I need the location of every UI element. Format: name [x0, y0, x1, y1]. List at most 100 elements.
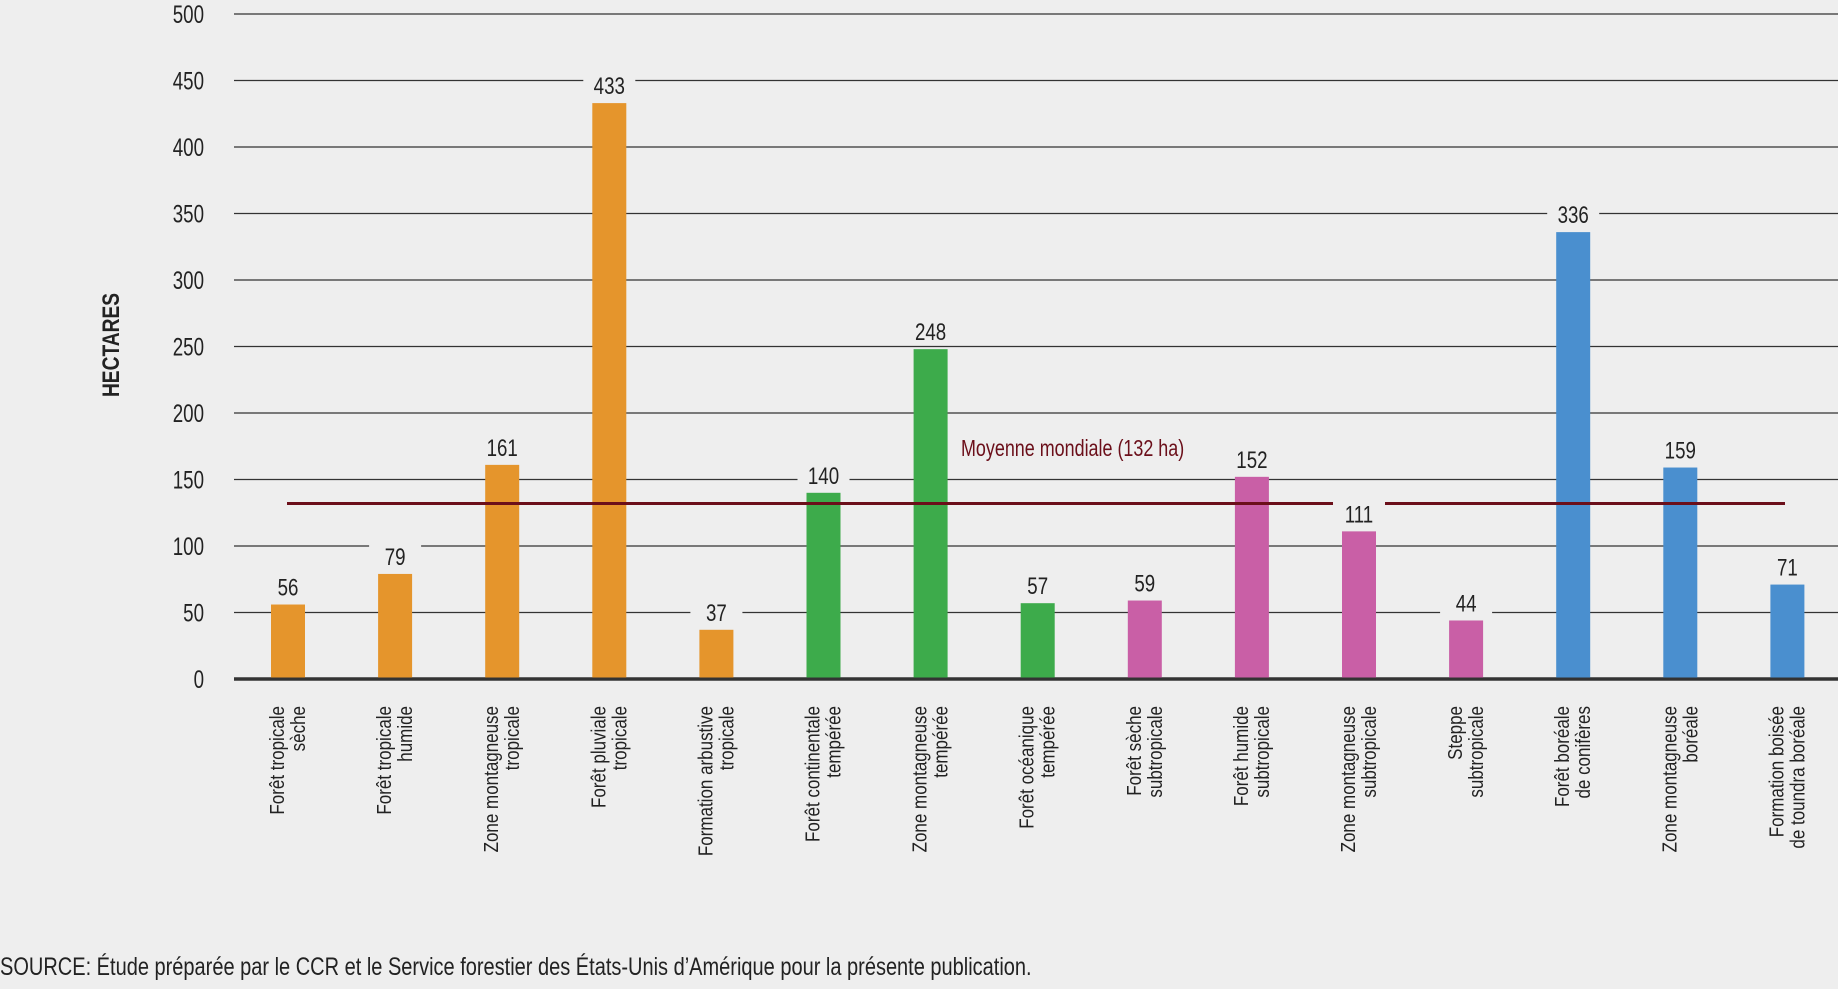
category-label-line: Zone montagneuse: [480, 706, 503, 852]
y-tick-labels: 0 50 100 150 200 250 300 350 400 450 500: [173, 0, 204, 693]
value-label: 248: [915, 319, 946, 346]
category-label-line: Forêt boréale: [1551, 706, 1574, 807]
category-label-line: de conifères: [1572, 706, 1595, 799]
value-label-backdrop: [476, 430, 529, 459]
category-label-line: de toundra boréale: [1786, 706, 1809, 849]
y-tick-label: 250: [173, 333, 204, 361]
category-label-line: sèche: [287, 706, 310, 751]
category-label-line: Forêt tropicale: [266, 706, 289, 815]
category-label-line: subtropicale: [1251, 706, 1274, 798]
category-label-line: Formation boisée: [1765, 706, 1788, 837]
value-label: 71: [1777, 554, 1798, 581]
value-label: 59: [1134, 570, 1155, 597]
category-label-line: humide: [394, 706, 417, 762]
category-label: Zone montagneusetropicale: [480, 706, 524, 852]
category-label-line: tropicale: [715, 706, 738, 770]
category-label: Formation arbustivetropicale: [694, 706, 738, 856]
category-label: Forêt océaniquetempérée: [1015, 706, 1059, 829]
y-tick-label: 400: [173, 133, 204, 161]
value-label: 159: [1665, 437, 1696, 464]
bar-chart: 0 50 100 150 200 250 300 350 400 450 500 Moyenne m…: [97, 0, 1838, 856]
category-label: Formation boiséede toundra boréale: [1765, 706, 1809, 849]
value-label: 79: [385, 544, 406, 571]
value-label: 57: [1027, 573, 1048, 600]
bar: [1449, 620, 1484, 678]
value-label-backdrop: [1225, 442, 1278, 471]
category-label: Forêt humidesubtropicale: [1230, 706, 1274, 806]
value-label: 111: [1345, 501, 1373, 528]
category-labels: Forêt tropicalesèche Forêt tropicalehumid…: [266, 706, 1809, 856]
category-label-line: Zone montagneuse: [908, 706, 931, 852]
value-label: 44: [1456, 590, 1477, 617]
bar: [378, 573, 413, 678]
category-label-line: subtropicale: [1143, 706, 1166, 798]
bar: [1770, 584, 1805, 678]
value-label-backdrop: [797, 458, 850, 487]
value-label-backdrop: [1654, 433, 1707, 462]
value-label-backdrop: [1333, 497, 1385, 526]
bar: [271, 604, 305, 678]
category-label-line: subtropicale: [1358, 706, 1381, 798]
category-label-line: tempérée: [1036, 706, 1059, 778]
category-label: Forêt sèchesubtropicale: [1122, 706, 1166, 798]
bar: [699, 629, 734, 678]
value-label: 336: [1558, 202, 1589, 229]
value-label-backdrop: [904, 315, 957, 344]
y-tick-label: 300: [173, 266, 204, 294]
bar: [1663, 467, 1698, 678]
y-axis-title: HECTARES: [97, 293, 125, 397]
y-tick-label: 50: [183, 599, 204, 627]
value-label: 161: [487, 435, 518, 462]
bar: [485, 464, 520, 678]
y-tick-label: 150: [173, 466, 204, 494]
category-label-line: tempérée: [929, 706, 952, 778]
y-tick-label: 200: [173, 399, 204, 427]
bar: [1234, 476, 1269, 678]
y-tick-label: 350: [173, 200, 204, 228]
category-label: Forêt boréalede conifères: [1551, 706, 1595, 807]
value-label-backdrop: [583, 69, 636, 98]
category-label: Forêt tropicalehumide: [373, 706, 417, 815]
bar: [1127, 600, 1162, 678]
category-label-line: Forêt océanique: [1015, 706, 1038, 829]
value-labels: 56 79 161 433 37 140 248 57 59 152 111 44 336 159 71: [262, 69, 1814, 627]
y-tick-label: 100: [173, 532, 204, 560]
category-label-line: Forêt pluviale: [587, 706, 610, 808]
value-label-backdrop: [1440, 586, 1493, 615]
y-tick-label: 500: [173, 0, 204, 28]
value-label-backdrop: [1118, 566, 1171, 595]
value-label-backdrop: [262, 570, 314, 599]
category-label: Zone montagneusesubtropicale: [1337, 706, 1381, 852]
y-tick-label: 0: [194, 665, 204, 693]
category-label-line: tropicale: [501, 706, 524, 770]
value-label-backdrop: [690, 595, 743, 624]
category-label-line: Zone montagneuse: [1658, 706, 1681, 852]
category-label: Forêt continentaletempérée: [801, 706, 845, 842]
category-label: Forêt tropicalesèche: [266, 706, 310, 815]
bar: [913, 349, 948, 678]
category-label-line: Forêt sèche: [1122, 706, 1145, 796]
category-label-line: Zone montagneuse: [1337, 706, 1360, 852]
category-label: Forêt pluvialetropicale: [587, 706, 631, 808]
category-label-line: Steppe: [1444, 706, 1467, 760]
bar: [1556, 232, 1591, 678]
bar: [806, 492, 841, 678]
category-label-line: tropicale: [608, 706, 631, 770]
category-label: Steppesubtropicale: [1444, 706, 1488, 798]
value-label-backdrop: [1761, 550, 1814, 579]
source-note: SOURCE: Étude préparée par le CCR et le …: [0, 953, 1032, 981]
category-label-line: Formation arbustive: [694, 706, 717, 856]
bar: [1342, 531, 1376, 678]
value-label: 140: [808, 463, 839, 490]
bar: [592, 103, 627, 678]
category-label-line: tempérée: [822, 706, 845, 778]
reference-line-label: Moyenne mondiale (132 ha): [961, 436, 1184, 462]
category-label-line: boréale: [1679, 706, 1702, 763]
category-label: Zone montagneusetempérée: [908, 706, 952, 852]
value-label: 152: [1236, 447, 1267, 474]
value-label-backdrop: [1547, 198, 1600, 227]
value-label: 37: [706, 600, 727, 627]
reference-line-group: Moyenne mondiale (132 ha): [287, 436, 1785, 505]
category-label-line: subtropicale: [1465, 706, 1488, 798]
value-label: 56: [278, 574, 299, 601]
